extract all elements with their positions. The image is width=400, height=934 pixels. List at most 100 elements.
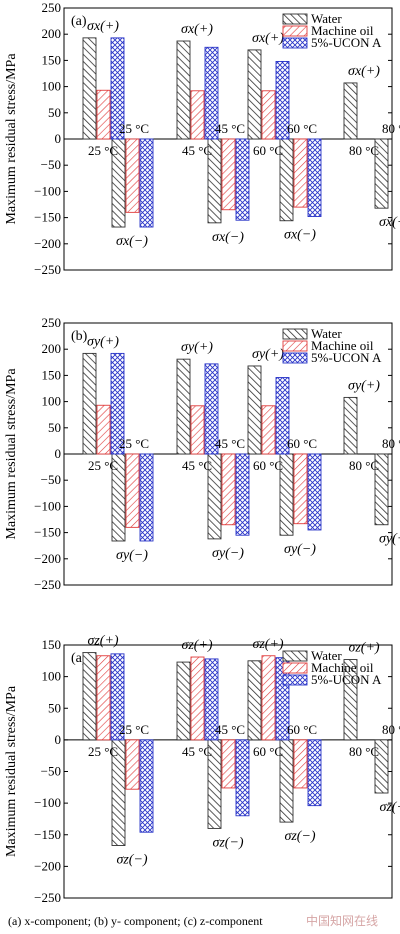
tension-stress-label: σz(+) [348, 641, 379, 656]
bar-compression [307, 739, 322, 807]
bar-compression [293, 138, 308, 208]
legend-swatch [282, 662, 308, 674]
y-axis-label: Maximum residual stress/MPa [4, 685, 19, 857]
caption-text: (a) x-component; (b) y- component; (c) z… [8, 914, 263, 928]
bar-compression [293, 739, 308, 789]
y-tick-label: 50 [48, 105, 61, 120]
compression-stress-label: σz(−) [212, 835, 243, 850]
bar-compression [139, 453, 154, 542]
bar-tension [110, 653, 125, 741]
tension-stress-label: σz(+) [252, 637, 283, 652]
y-tick-label: 0 [55, 732, 62, 747]
tension-stress-label: σx(+) [348, 64, 380, 79]
watermark-text: 中国知网在线 [305, 914, 378, 928]
legend-label: Machine oil [311, 338, 374, 353]
bar-tension [261, 655, 276, 741]
bar-tension [190, 90, 205, 140]
temperature-label-left: 60 °C [253, 458, 283, 473]
bar-tension [204, 46, 219, 140]
compression-stress-label: σx(−) [284, 228, 316, 243]
bar-compression [235, 739, 250, 817]
legend-swatch [282, 650, 308, 662]
bar-tension [204, 363, 219, 455]
temperature-label-left: 60 °C [253, 744, 283, 759]
legend-label: Water [311, 11, 342, 26]
figure-canvas: −250 −200 −150 −100 −50 0 50 100 150 200 250 Maximu… [4, 0, 400, 905]
y-tick-label: 50 [48, 700, 61, 715]
y-axis-label: Maximum residual stress/MPa [4, 53, 19, 225]
y-tick-label: −50 [41, 157, 61, 172]
temperature-label-right: 80 °C [382, 436, 400, 451]
temperature-label-right: 80 °C [382, 722, 400, 737]
bar-compression [125, 138, 140, 213]
bar-tension [247, 660, 262, 741]
bar-compression [125, 739, 140, 790]
temperature-label-right: 25 °C [119, 436, 149, 451]
bar-compression [374, 138, 389, 209]
temperature-label-left: 45 °C [182, 143, 212, 158]
bar-compression [374, 453, 389, 526]
temperature-label-left: 80 °C [349, 458, 379, 473]
compression-stress-label: σx(−) [116, 234, 148, 249]
temperature-label-left: 45 °C [182, 744, 212, 759]
legend-label: Water [311, 326, 342, 341]
bar-tension [275, 60, 290, 140]
bar-tension [247, 365, 262, 455]
temperature-label-left: 80 °C [349, 143, 379, 158]
compression-stress-label: σx(−) [379, 215, 400, 230]
bar-tension [275, 377, 290, 455]
temperature-label-left: 25 °C [88, 458, 118, 473]
bar-tension [343, 82, 358, 140]
legend-swatch [282, 674, 308, 686]
bar-tension [343, 396, 358, 455]
bar-compression [139, 138, 154, 228]
y-tick-label: −250 [34, 262, 61, 277]
y-tick-label: 150 [42, 637, 62, 652]
compression-stress-label: σy(−) [379, 532, 400, 547]
legend-label: Water [311, 648, 342, 663]
y-tick-label: −50 [41, 472, 61, 487]
temperature-label-right: 60 °C [287, 121, 317, 136]
tension-stress-label: σy(+) [181, 340, 213, 355]
legend-swatch [282, 340, 308, 352]
temperature-label-right: 25 °C [119, 121, 149, 136]
temperature-label-left: 25 °C [88, 143, 118, 158]
temperature-label-left: 45 °C [182, 458, 212, 473]
temperature-label-right: 45 °C [215, 436, 245, 451]
temperature-label-right: 45 °C [215, 722, 245, 737]
y-tick-label: −100 [34, 795, 61, 810]
bar-compression [139, 739, 154, 833]
y-tick-label: 150 [42, 367, 62, 382]
tension-stress-label: σx(+) [252, 31, 284, 46]
compression-stress-label: σz(−) [379, 800, 400, 815]
panel-label: (b) [71, 329, 88, 344]
bar-compression [235, 453, 250, 536]
temperature-label-right: 25 °C [119, 722, 149, 737]
legend-label: Machine oil [311, 23, 374, 38]
tension-stress-label: σz(+) [87, 634, 118, 649]
y-tick-label: 100 [42, 394, 62, 409]
legend-swatch [282, 25, 308, 37]
y-tick-label: −250 [34, 577, 61, 592]
tension-stress-label: σz(+) [181, 638, 212, 653]
bar-tension [204, 658, 219, 741]
bar-compression [235, 138, 250, 221]
bar-tension [176, 358, 191, 455]
compression-stress-label: σz(−) [284, 829, 315, 844]
bar-tension [96, 89, 111, 140]
bar-compression [221, 739, 236, 789]
y-tick-label: −250 [34, 890, 61, 905]
tension-stress-label: σy(+) [87, 334, 119, 349]
compression-stress-label: σy(−) [284, 542, 316, 557]
bar-compression [125, 453, 140, 528]
chart-panel-3: −250 −200 −150 −100 −50 0 50 100 150 Maximum resi… [4, 634, 400, 905]
bar-tension [82, 652, 97, 741]
temperature-label-left: 60 °C [253, 143, 283, 158]
y-tick-label: −100 [34, 183, 61, 198]
bar-tension [261, 90, 276, 140]
tension-stress-label: σy(+) [348, 378, 380, 393]
bar-compression [221, 453, 236, 526]
legend-label: 5%-UCON A [311, 350, 382, 365]
